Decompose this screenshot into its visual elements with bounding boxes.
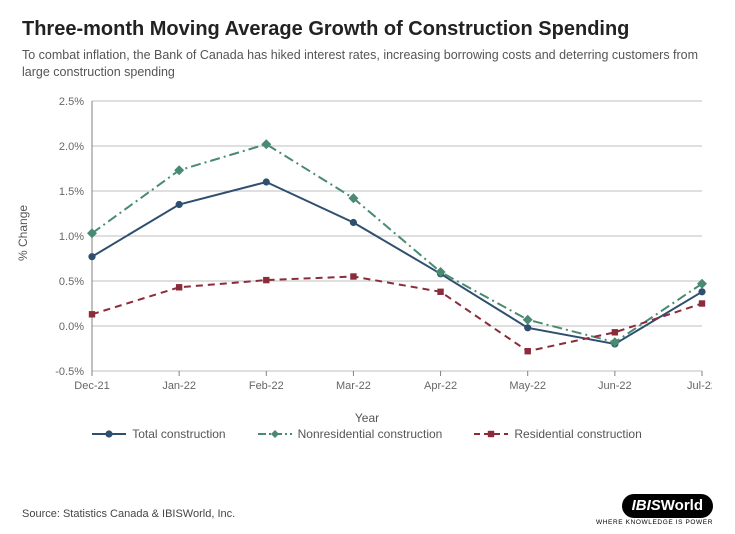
svg-text:1.5%: 1.5%	[59, 186, 84, 198]
chart-area: % Change -0.5%0.0%0.5%1.0%1.5%2.0%2.5%De…	[22, 91, 712, 461]
source-label: Source: Statistics Canada & IBISWorld, I…	[22, 508, 235, 520]
svg-text:2.5%: 2.5%	[59, 96, 84, 108]
svg-text:0.5%: 0.5%	[59, 276, 84, 288]
chart-title: Three-month Moving Average Growth of Con…	[22, 18, 713, 41]
svg-text:Feb-22: Feb-22	[249, 380, 284, 392]
legend-item: Nonresidential construction	[258, 427, 443, 441]
svg-text:May-22: May-22	[509, 380, 546, 392]
x-axis-title: Year	[22, 411, 712, 425]
legend-label: Residential construction	[514, 427, 641, 441]
legend-label: Nonresidential construction	[298, 427, 443, 441]
svg-text:1.0%: 1.0%	[59, 231, 84, 243]
brand-name-suffix: World	[661, 497, 703, 514]
svg-text:Jun-22: Jun-22	[598, 380, 632, 392]
legend-item: Total construction	[92, 427, 225, 441]
y-axis-title: % Change	[16, 205, 30, 261]
legend-item: Residential construction	[474, 427, 641, 441]
brand-logo: IBISWorld WHERE KNOWLEDGE IS POWER	[596, 494, 713, 526]
svg-text:Dec-21: Dec-21	[74, 380, 109, 392]
svg-text:Apr-22: Apr-22	[424, 380, 457, 392]
legend-label: Total construction	[132, 427, 225, 441]
line-chart-svg: -0.5% 0.0% 0.5% 1.0% 1.5% 2.0% 2.5% Dec-21 Jan-2…	[22, 91, 712, 411]
svg-text:0.0%: 0.0%	[59, 321, 84, 333]
svg-text:Jan-22: Jan-22	[162, 380, 196, 392]
svg-text:-0.5%: -0.5%	[55, 366, 84, 378]
chart-subtitle: To combat inflation, the Bank of Canada …	[22, 47, 702, 81]
brand-tagline: WHERE KNOWLEDGE IS POWER	[596, 519, 713, 526]
svg-text:2.0%: 2.0%	[59, 141, 84, 153]
svg-text:Jul-22: Jul-22	[687, 380, 712, 392]
legend: Total construction Nonresidential constru…	[22, 427, 712, 443]
brand-name-prefix: IBIS	[632, 497, 661, 514]
svg-text:Mar-22: Mar-22	[336, 380, 371, 392]
